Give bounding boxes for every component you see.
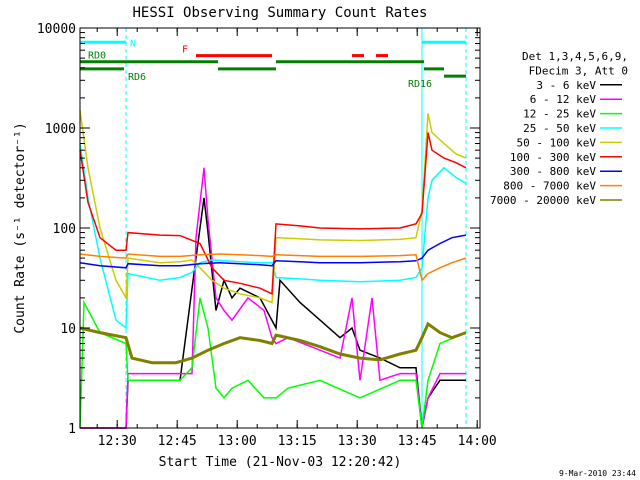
x-tick-label: 13:45 xyxy=(398,434,437,449)
flag-label-rd6: RD6 xyxy=(128,72,146,83)
observing-flags: N F RD0 RD6 RD16 xyxy=(80,38,466,90)
x-tick-label: 13:30 xyxy=(338,434,377,449)
legend-item-label: 100 - 300 keV xyxy=(510,151,596,164)
flag-label-rd16: RD16 xyxy=(408,79,432,90)
series-group xyxy=(79,110,467,429)
legend-item-label: 300 - 800 keV xyxy=(510,165,596,178)
y-tick-label: 1 xyxy=(68,422,76,437)
series-line-1 xyxy=(80,197,466,429)
x-axis: 12:30 12:45 13:00 13:15 13:30 13:45 14:00 xyxy=(96,28,497,449)
series-line-6 xyxy=(79,132,467,295)
footer-date: 9-Mar-2010 23:44 xyxy=(559,469,636,478)
y-axis-label: Count Rate (s⁻¹ detector⁻¹) xyxy=(13,122,28,333)
x-axis-label: Start Time (21-Nov-03 12:20:42) xyxy=(159,455,402,470)
legend-header-line: FDecim 3, Att 0 xyxy=(529,64,628,77)
series-line-4 xyxy=(79,143,467,330)
legend-header-line: Det 1,3,4,5,6,9, xyxy=(522,50,628,63)
x-tick-label: 13:15 xyxy=(278,434,317,449)
legend-item-label: 12 - 25 keV xyxy=(523,108,596,121)
legend-item-label: 6 - 12 keV xyxy=(530,93,597,106)
legend-item-label: 50 - 100 keV xyxy=(517,136,597,149)
flag-label-f: F xyxy=(182,45,188,56)
x-tick-label: 14:00 xyxy=(458,434,497,449)
flag-label-n: N xyxy=(130,38,136,49)
x-tick-label: 12:30 xyxy=(98,434,137,449)
y-tick-label: 100 xyxy=(53,222,76,237)
legend-item-label: 3 - 6 keV xyxy=(536,79,596,92)
legend-item-label: 25 - 50 keV xyxy=(523,122,596,135)
y-axis: 1 10 100 1000 10000 xyxy=(37,22,480,437)
chart-title: HESSI Observing Summary Count Rates xyxy=(132,5,427,21)
series-line-9 xyxy=(79,321,467,365)
y-tick-label: 10 xyxy=(60,322,76,337)
legend: Det 1,3,4,5,6,9,FDecim 3, Att 0 3 - 6 keV… xyxy=(490,50,628,207)
series-line-7 xyxy=(79,234,467,269)
x-tick-label: 12:45 xyxy=(158,434,197,449)
legend-item-label: 800 - 7000 keV xyxy=(503,180,596,193)
series-line-2 xyxy=(80,167,466,429)
flag-label-rd0: RD0 xyxy=(88,51,106,62)
series-line-8 xyxy=(79,253,467,282)
series-line-5 xyxy=(79,110,467,304)
y-tick-label: 1000 xyxy=(45,122,76,137)
y-tick-label: 10000 xyxy=(37,22,76,37)
x-tick-label: 13:00 xyxy=(218,434,257,449)
legend-item-label: 7000 - 20000 keV xyxy=(490,194,596,207)
series-line-3 xyxy=(79,297,467,429)
